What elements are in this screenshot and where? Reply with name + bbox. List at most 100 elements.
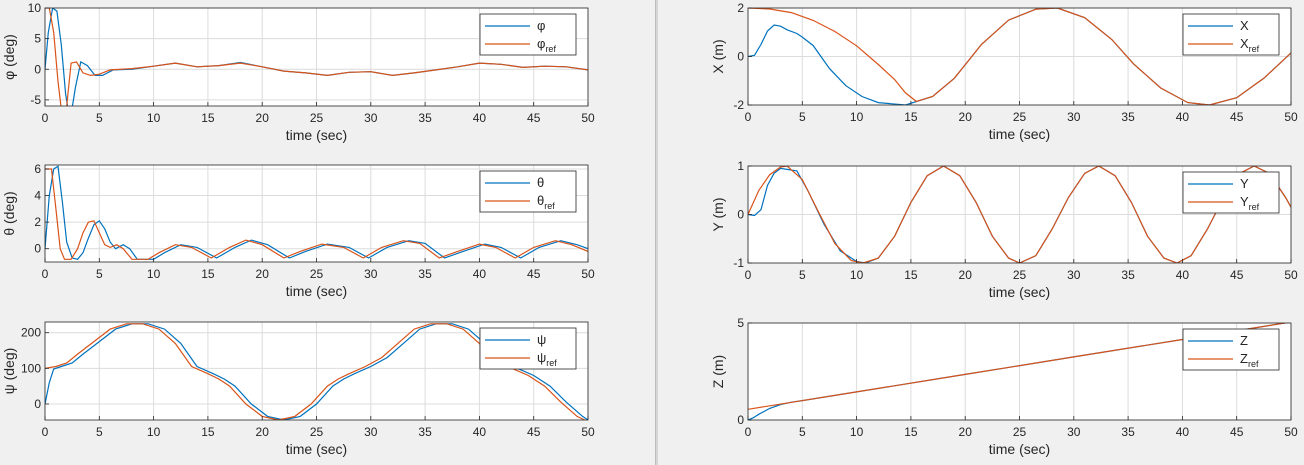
x-tick-label: 15 (201, 111, 215, 125)
y-axis-label: θ (deg) (1, 191, 17, 235)
x-tick-label: 20 (959, 268, 973, 282)
y-axis-label: ψ (deg) (1, 348, 17, 395)
x-tick-label: 45 (1230, 425, 1244, 439)
x-tick-label: 30 (364, 267, 378, 281)
x-axis-label: time (sec) (286, 441, 347, 457)
x-tick-label: 20 (256, 267, 270, 281)
legend-label-2: Yref (1240, 194, 1260, 212)
legend-label-1: Z (1240, 333, 1248, 348)
y-tick-label: 5 (34, 32, 41, 46)
x-tick-label: 5 (96, 425, 103, 439)
window-divider[interactable] (655, 0, 659, 465)
x-tick-label: 45 (1230, 268, 1244, 282)
y-tick-label: 1 (737, 159, 744, 173)
x-tick-label: 45 (527, 425, 541, 439)
x-tick-label: 20 (959, 110, 973, 124)
x-tick-label: 15 (201, 425, 215, 439)
x-tick-label: 25 (1013, 425, 1027, 439)
y-tick-label: 6 (34, 162, 41, 176)
chart-2: 0 5 10 15 20 25 30 35 40 45 50 0 2 4 6 time (sec) θ (deg… (1, 162, 595, 299)
y-axis-label: Y (m) (710, 198, 726, 232)
legend-box (479, 327, 577, 370)
x-tick-label: 10 (850, 268, 864, 282)
legend-name: Y (1240, 176, 1249, 191)
x-tick-label: 40 (1176, 425, 1190, 439)
legend-box (1182, 171, 1280, 214)
x-tick-label: 10 (147, 267, 161, 281)
x-tick-label: 50 (1284, 268, 1298, 282)
x-tick-label: 40 (1176, 268, 1190, 282)
x-axis-label: time (sec) (989, 284, 1050, 300)
y-axis-label: Z (m) (710, 355, 726, 388)
legend-name: φ (537, 36, 545, 51)
legend-name: θ (537, 193, 544, 208)
series-line-2 (748, 8, 1291, 105)
legend-label-2: Xref (1240, 36, 1260, 54)
x-tick-label: 10 (147, 425, 161, 439)
y-axis-label: X (m) (710, 39, 726, 73)
x-tick-label: 35 (1121, 110, 1135, 124)
x-tick-label: 5 (96, 111, 103, 125)
x-tick-label: 5 (96, 267, 103, 281)
x-tick-label: 45 (527, 111, 541, 125)
x-tick-label: 40 (473, 111, 487, 125)
x-tick-label: 0 (42, 425, 49, 439)
x-tick-label: 25 (310, 267, 324, 281)
x-tick-label: 0 (745, 268, 752, 282)
x-tick-label: 40 (473, 425, 487, 439)
legend-subscript: ref (544, 201, 555, 211)
y-tick-label: 2 (34, 215, 41, 229)
x-tick-label: 35 (418, 425, 432, 439)
y-tick-label: 0 (34, 242, 41, 256)
x-tick-label: 10 (850, 425, 864, 439)
legend-name: Z (1240, 351, 1248, 366)
y-tick-label: 200 (21, 326, 41, 340)
x-tick-label: 25 (310, 425, 324, 439)
x-tick-label: 30 (1067, 110, 1081, 124)
x-tick-label: 25 (310, 111, 324, 125)
x-axis-label: time (sec) (286, 127, 347, 143)
y-tick-label: 2 (737, 1, 744, 15)
legend-box (479, 170, 577, 213)
x-tick-label: 10 (147, 111, 161, 125)
legend-box (1182, 328, 1280, 371)
x-tick-label: 20 (256, 111, 270, 125)
legend-subscript: ref (1248, 359, 1259, 369)
x-tick-label: 15 (904, 110, 918, 124)
x-tick-label: 15 (904, 425, 918, 439)
y-tick-label: 0 (737, 208, 744, 222)
legend-name: θ (537, 175, 544, 190)
x-tick-label: 50 (581, 111, 595, 125)
legend-label-1: X (1240, 18, 1249, 33)
x-tick-label: 35 (418, 111, 432, 125)
legend-name: Y (1240, 194, 1249, 209)
x-tick-label: 25 (1013, 268, 1027, 282)
y-tick-label: -2 (733, 98, 744, 112)
x-tick-label: 30 (1067, 425, 1081, 439)
series-line-2 (45, 8, 588, 106)
y-tick-label: 10 (28, 1, 42, 15)
y-tick-label: 4 (34, 189, 41, 203)
y-tick-label: -1 (733, 256, 744, 270)
x-tick-label: 50 (1284, 425, 1298, 439)
x-tick-label: 0 (745, 425, 752, 439)
x-tick-label: 0 (42, 111, 49, 125)
legend-name: X (1240, 18, 1249, 33)
y-tick-label: 0 (737, 50, 744, 64)
legend-label-2: φref (537, 36, 556, 54)
x-tick-label: 15 (904, 268, 918, 282)
x-tick-label: 10 (850, 110, 864, 124)
legend-label-1: ψ (537, 332, 546, 347)
y-tick-label: 5 (737, 316, 744, 330)
legend-label-2: θref (537, 193, 555, 211)
x-tick-label: 15 (201, 267, 215, 281)
legend-name: X (1240, 36, 1249, 51)
legend-subscript: ref (546, 358, 557, 368)
x-axis-label: time (sec) (989, 441, 1050, 457)
